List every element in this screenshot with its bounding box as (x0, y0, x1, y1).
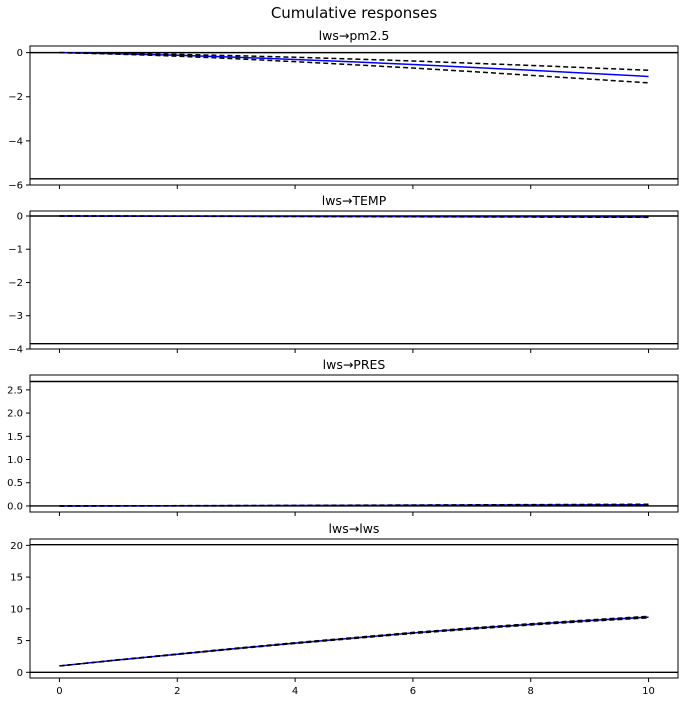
x-tick-label: 6 (410, 686, 416, 697)
x-tick-label: 4 (292, 686, 298, 697)
y-tick-label: 0 (17, 211, 23, 222)
plot-frame (29, 210, 679, 350)
series-lower-line (59, 617, 649, 667)
series-response-line (59, 51, 649, 78)
panel-title: lws→pm2.5 (319, 28, 390, 43)
y-tick-label: 5 (17, 636, 23, 647)
y-tick-label: 0.0 (7, 501, 23, 512)
y-tick-label: −4 (8, 345, 23, 356)
y-tick-label: 0 (17, 48, 23, 59)
panel-4: lws→lws 0 5 10 15 20 0 2 4 6 8 10 (10, 521, 679, 697)
panel-title: lws→lws (329, 521, 380, 536)
y-tick-label: −6 (8, 181, 23, 192)
y-tick-label: 0.5 (7, 478, 23, 489)
plot-frame (29, 538, 679, 679)
figure-title: Cumulative responses (271, 4, 438, 22)
y-tick-label: 0 (17, 668, 23, 679)
y-tick-label: 1.0 (7, 455, 23, 466)
panel-1: lws→pm2.5 0 −2 −4 −6 (8, 28, 679, 192)
panels: lws→pm2.50−2−4−6lws→TEMP0−1−2−3−4lws→PRE… (7, 28, 679, 697)
y-tick-label: −2 (8, 278, 23, 289)
series-upper-line (59, 615, 649, 667)
y-tick-label: 15 (10, 573, 23, 584)
plot-frame (29, 45, 679, 186)
series-response-line (59, 616, 649, 667)
y-tick-label: −4 (8, 136, 23, 147)
panel-title: lws→TEMP (322, 193, 387, 208)
x-tick-label: 0 (56, 686, 62, 697)
x-tick-label: 2 (174, 686, 180, 697)
series-lower-line (59, 215, 649, 219)
panel-2: lws→TEMP 0 −1 −2 −3 −4 (8, 193, 679, 356)
y-tick-label: 2.0 (7, 409, 23, 420)
y-tick-label: −2 (8, 92, 23, 103)
series-lower-line (59, 51, 649, 84)
y-tick-label: −1 (8, 245, 23, 256)
series-lower-line (59, 504, 649, 507)
y-tick-label: −3 (8, 311, 23, 322)
panel-3: lws→PRES 0.0 0.5 1.0 1.5 2.0 2.5 (7, 357, 679, 516)
y-tick-label: 2.5 (7, 385, 23, 396)
x-tick-label: 8 (528, 686, 534, 697)
panel-title: lws→PRES (323, 357, 386, 372)
plot-frame (29, 374, 679, 513)
y-tick-label: 1.5 (7, 432, 23, 443)
y-tick-label: 20 (10, 541, 23, 552)
y-tick-label: 10 (10, 604, 23, 615)
series-upper-line (59, 51, 649, 72)
x-tick-label: 10 (642, 686, 655, 697)
